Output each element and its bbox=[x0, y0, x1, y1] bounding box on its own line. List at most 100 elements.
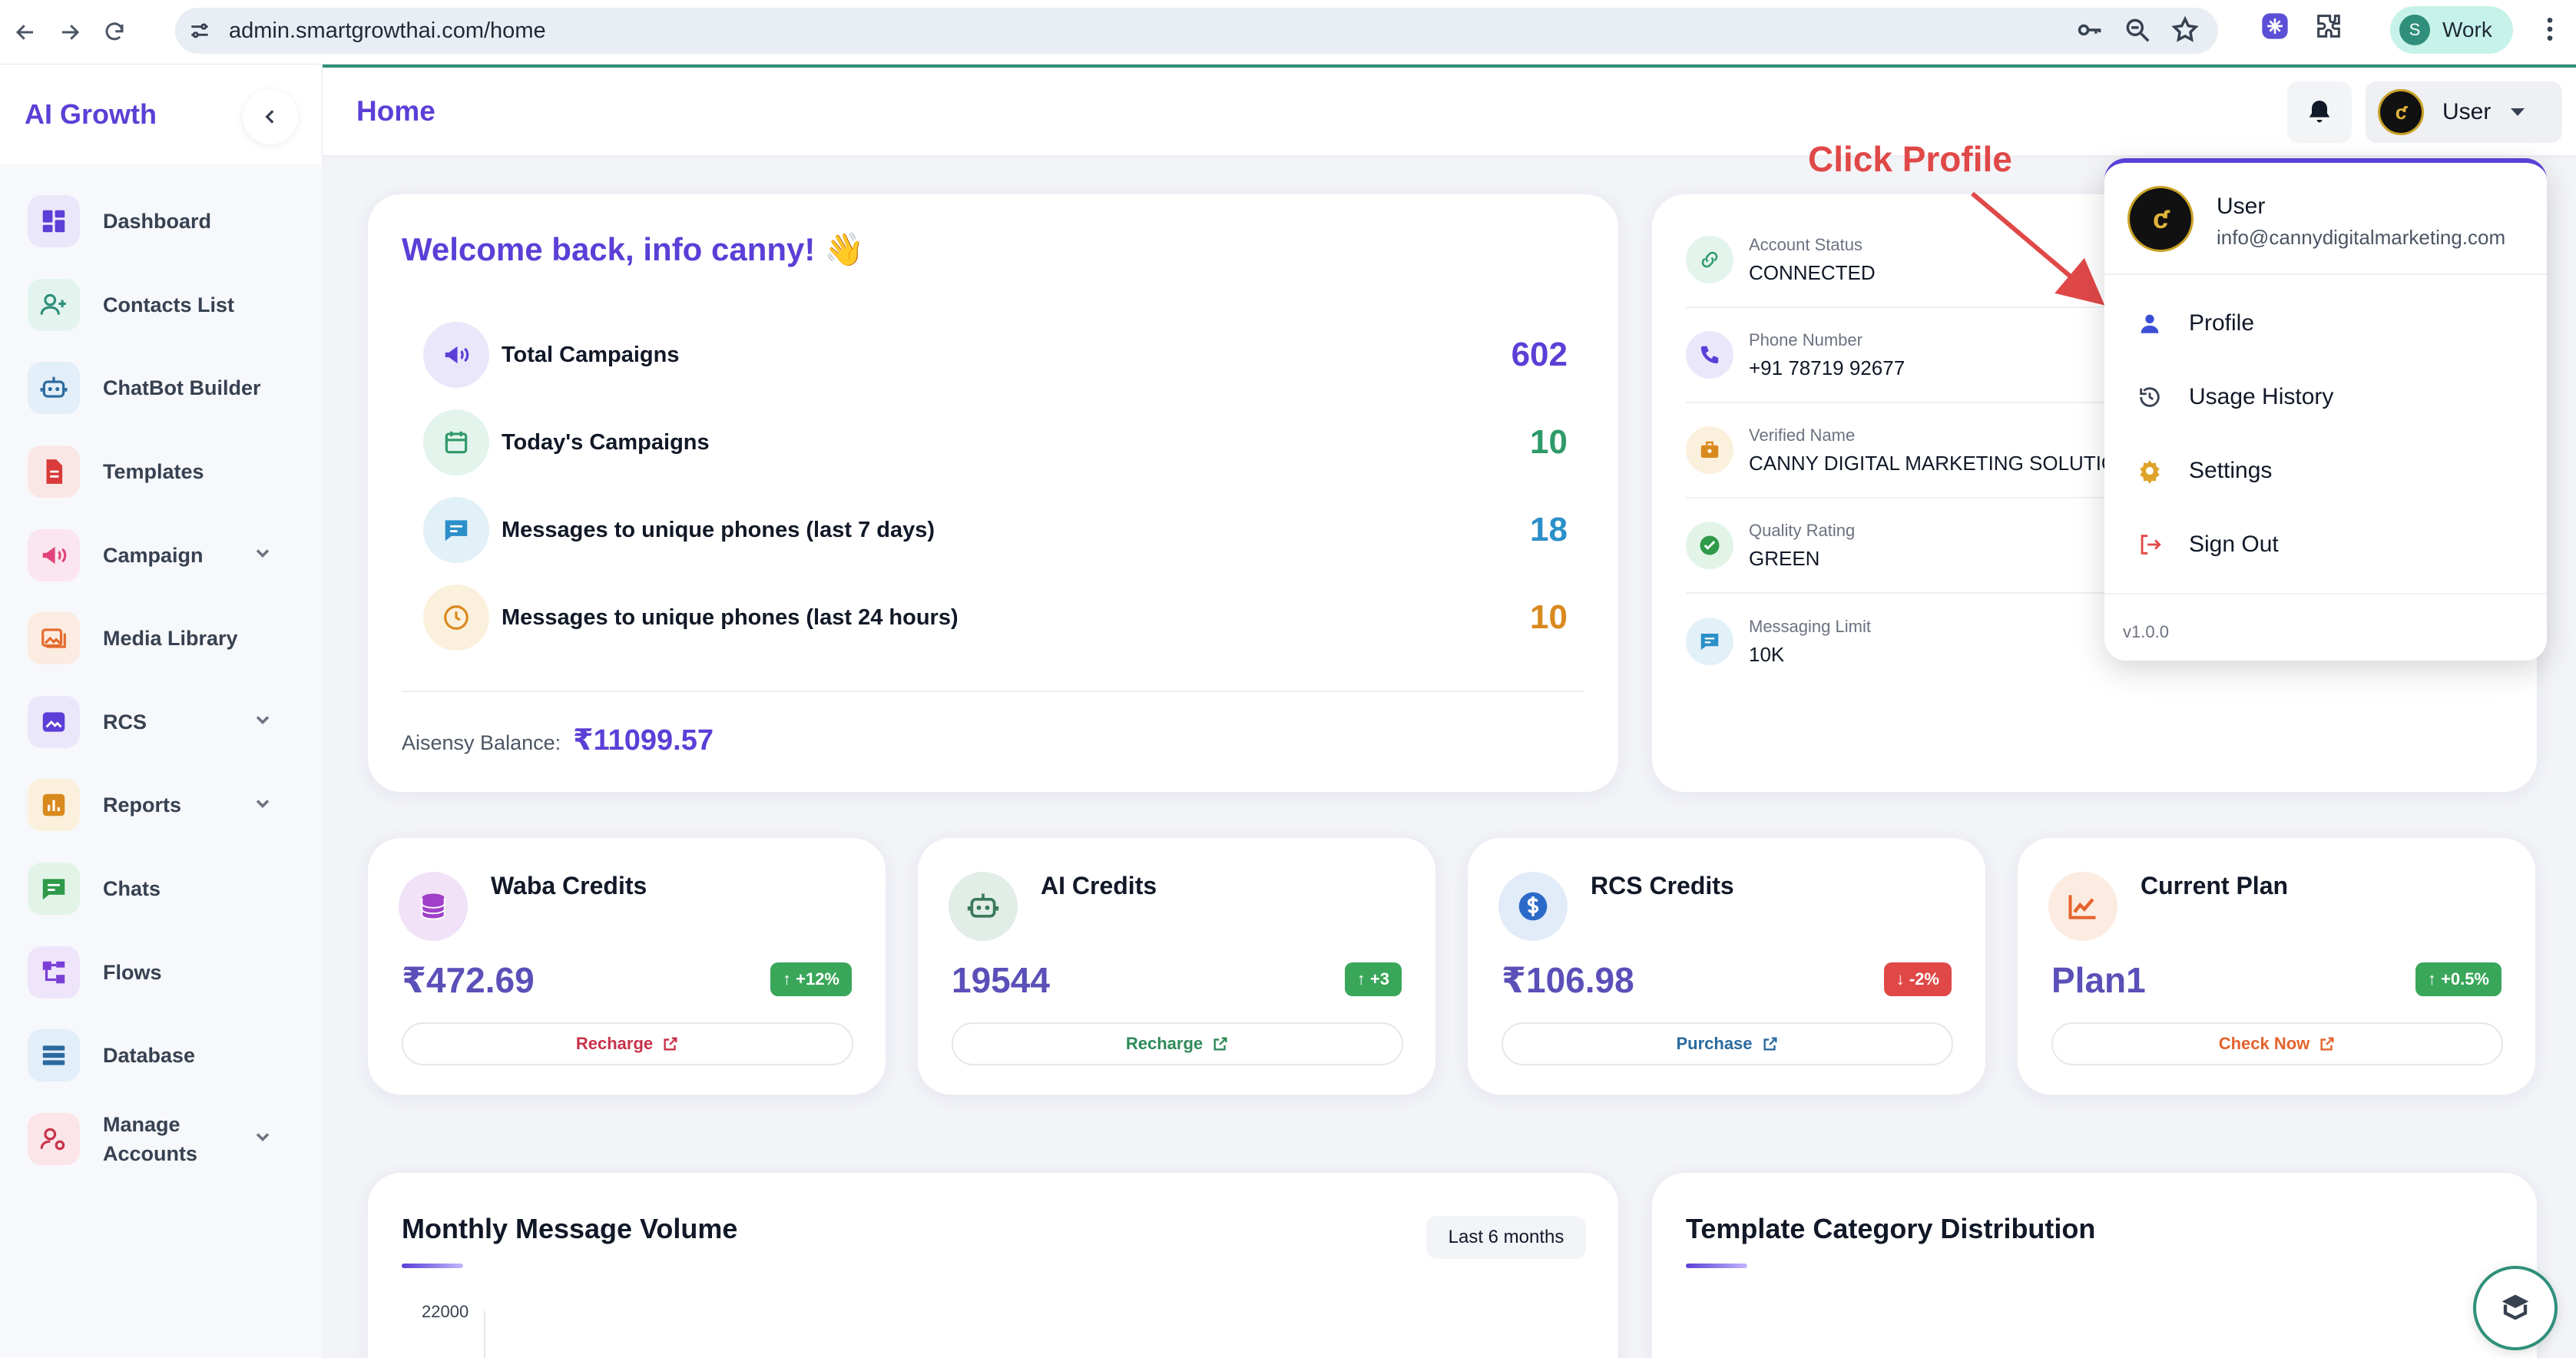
sidebar-item-icon-wrap bbox=[28, 278, 80, 331]
sidebar-item-icon-wrap bbox=[28, 863, 80, 916]
support-chat-button[interactable] bbox=[2473, 1266, 2558, 1350]
sidebar-item-icon-wrap bbox=[28, 362, 80, 415]
divider bbox=[2104, 593, 2547, 595]
database-list-icon bbox=[42, 1045, 65, 1065]
account-icon-wrap bbox=[1686, 522, 1733, 569]
stat-label: Today's Campaigns bbox=[502, 429, 710, 455]
sidebar-item-icon-wrap bbox=[28, 695, 80, 748]
sidebar-item-label: Flows bbox=[103, 960, 162, 984]
robot-icon bbox=[967, 893, 999, 918]
sidebar-item-flows[interactable]: Flows bbox=[0, 930, 323, 1014]
brand-logo-text[interactable]: AI Growth bbox=[25, 98, 157, 130]
dropdown-item-profile[interactable]: Profile bbox=[2104, 289, 2547, 358]
user-menu-button[interactable]: ƈ User bbox=[2366, 81, 2562, 143]
stat-value: 18 bbox=[1530, 511, 1568, 548]
sidebar-item-chevron[interactable] bbox=[252, 793, 273, 818]
sidebar-item-dashboard[interactable]: Dashboard bbox=[0, 180, 323, 263]
account-info-value: CONNECTED bbox=[1749, 260, 1876, 284]
account-info-value: +91 78719 92677 bbox=[1749, 356, 1906, 379]
dropdown-user-email: info@cannydigitalmarketing.com bbox=[2217, 226, 2506, 249]
external-link-icon bbox=[1214, 1037, 1227, 1051]
credit-value: ₹472.69 bbox=[402, 960, 535, 1000]
forward-button[interactable] bbox=[51, 13, 89, 51]
browser-profile-button[interactable]: S Work bbox=[2390, 6, 2513, 54]
chevron-down-icon bbox=[256, 800, 270, 808]
sidebar-item-label: Chats bbox=[103, 877, 161, 901]
chevron-down-icon bbox=[256, 716, 270, 725]
stat-icon-wrap bbox=[423, 409, 489, 475]
check-circle-icon bbox=[1700, 535, 1720, 555]
account-icon-wrap bbox=[1686, 236, 1733, 283]
title-underline bbox=[402, 1264, 463, 1268]
sidebar-item-media-library[interactable]: Media Library bbox=[0, 597, 323, 681]
notifications-button[interactable] bbox=[2287, 81, 2352, 143]
recharge-button[interactable]: Recharge bbox=[402, 1022, 853, 1065]
sidebar-item-chevron[interactable] bbox=[252, 709, 273, 734]
sidebar-item-templates[interactable]: Templates bbox=[0, 430, 323, 514]
change-badge: ↑ +3 bbox=[1344, 962, 1402, 996]
site-settings-icon[interactable] bbox=[187, 18, 212, 43]
account-info-value: GREEN bbox=[1749, 546, 1820, 570]
action-label: Purchase bbox=[1676, 1034, 1753, 1053]
zoom-icon[interactable] bbox=[2123, 15, 2152, 45]
stat-value: 602 bbox=[1511, 336, 1568, 373]
range-selector[interactable]: Last 6 months bbox=[1426, 1216, 1586, 1259]
dropdown-item-settings[interactable]: Settings bbox=[2104, 436, 2547, 505]
dropdown-user-name: User bbox=[2217, 194, 2266, 219]
credit-icon-wrap bbox=[399, 872, 468, 941]
reload-button[interactable] bbox=[95, 13, 134, 51]
sidebar-item-label: Contacts List bbox=[103, 293, 235, 316]
credit-title: RCS Credits bbox=[1591, 872, 1734, 899]
sidebar-item-contacts-list[interactable]: Contacts List bbox=[0, 263, 323, 347]
sidebar-item-icon-wrap bbox=[28, 1112, 80, 1165]
sidebar-item-label: Templates bbox=[103, 460, 204, 484]
dropdown-item-label: Settings bbox=[2189, 458, 2273, 483]
account-icon-wrap bbox=[1686, 426, 1733, 474]
sidebar-item-rcs[interactable]: RCS bbox=[0, 681, 323, 764]
more-vertical-icon bbox=[2547, 18, 2553, 41]
sidebar-item-manage-accounts[interactable]: Manage Accounts bbox=[0, 1098, 323, 1181]
stat-label: Messages to unique phones (last 24 hours… bbox=[502, 604, 959, 630]
sidebar-item-label: Dashboard bbox=[103, 210, 212, 234]
ai-credits-card: AI Credits 19544 ↑ +3 Recharge bbox=[917, 837, 1436, 1095]
sidebar-item-chevron[interactable] bbox=[252, 1126, 273, 1151]
sidebar-item-database[interactable]: Database bbox=[0, 1014, 323, 1098]
dropdown-item-label: Profile bbox=[2189, 310, 2255, 336]
account-info-text: Messaging Limit 10K bbox=[1749, 617, 1871, 667]
extensions-puzzle-icon[interactable] bbox=[2313, 11, 2344, 41]
add-user-icon bbox=[40, 293, 66, 315]
sidebar-item-campaign[interactable]: Campaign bbox=[0, 513, 323, 597]
action-label: Check Now bbox=[2218, 1034, 2310, 1053]
account-info-row: Messaging Limit 10K bbox=[1686, 594, 2500, 689]
bookmark-star-icon[interactable] bbox=[2170, 15, 2200, 45]
chevron-down-icon bbox=[256, 1133, 270, 1142]
dropdown-item-sign-out[interactable]: Sign Out bbox=[2104, 510, 2547, 579]
back-button[interactable] bbox=[6, 13, 45, 51]
check-now-button[interactable]: Check Now bbox=[2051, 1022, 2503, 1065]
dropdown-item-usage-history[interactable]: Usage History bbox=[2104, 363, 2547, 432]
credit-value: 19544 bbox=[952, 960, 1050, 1000]
welcome-title: Welcome back, info canny! 👋 bbox=[402, 231, 865, 267]
account-info-text: Verified Name CANNY DIGITAL MARKETING SO… bbox=[1749, 426, 2144, 475]
sidebar-collapse-button[interactable] bbox=[243, 89, 298, 144]
user-avatar: ƈ bbox=[2378, 89, 2424, 135]
credit-title: Current Plan bbox=[2141, 872, 2289, 899]
recharge-button[interactable]: Recharge bbox=[952, 1022, 1403, 1065]
sidebar-item-icon-wrap bbox=[28, 612, 80, 665]
sidebar: AI Growth Dashboard Contacts List ChatBo… bbox=[0, 65, 323, 1358]
sidebar-item-reports[interactable]: Reports bbox=[0, 763, 323, 847]
document-icon bbox=[46, 459, 63, 484]
stat-row: Messages to unique phones (last 24 hours… bbox=[423, 583, 1568, 652]
sidebar-item-chevron[interactable] bbox=[252, 542, 273, 568]
extension-badge-icon[interactable] bbox=[2260, 11, 2290, 41]
browser-menu-button[interactable] bbox=[2535, 14, 2565, 48]
title-underline bbox=[1686, 1264, 1747, 1268]
address-bar[interactable]: admin.smartgrowthai.com/home bbox=[175, 8, 2218, 54]
url-text[interactable]: admin.smartgrowthai.com/home bbox=[229, 18, 546, 43]
person-icon bbox=[2141, 314, 2159, 333]
rcs-image-icon bbox=[42, 712, 65, 732]
sidebar-item-chatbot-builder[interactable]: ChatBot Builder bbox=[0, 346, 323, 430]
key-icon[interactable] bbox=[2075, 15, 2104, 45]
sidebar-item-chats[interactable]: Chats bbox=[0, 847, 323, 931]
purchase-button[interactable]: Purchase bbox=[1502, 1022, 1953, 1065]
